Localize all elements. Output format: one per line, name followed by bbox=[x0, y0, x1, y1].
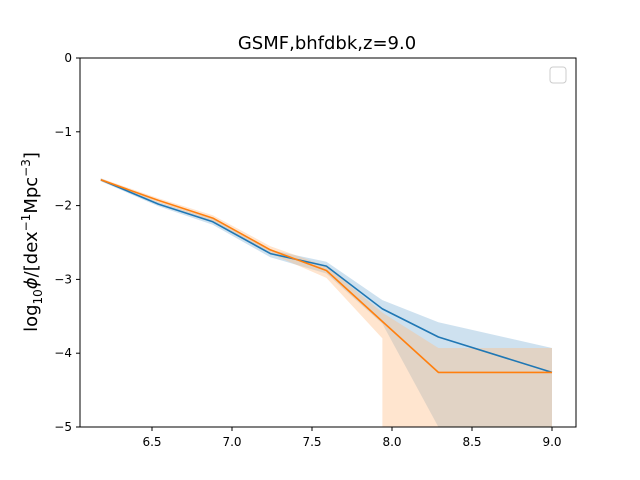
x-tick-label: 7.0 bbox=[222, 435, 241, 449]
uncertainty-bands bbox=[100, 178, 553, 427]
y-tick-label: −1 bbox=[54, 125, 72, 139]
series-2-band bbox=[100, 178, 553, 427]
y-tick-label: −4 bbox=[54, 346, 72, 360]
x-tick-label: 8.0 bbox=[382, 435, 401, 449]
y-tick-label: −5 bbox=[54, 420, 72, 434]
y-tick-label: −2 bbox=[54, 199, 72, 213]
ylabel-suffix: ] bbox=[21, 152, 42, 159]
axes-frame bbox=[79, 57, 577, 428]
y-tick-label: 0 bbox=[64, 51, 72, 65]
ylabel-phi: ϕ bbox=[21, 277, 42, 289]
ylabel-mpc-exp: −3 bbox=[19, 159, 33, 177]
series-lines bbox=[100, 179, 553, 374]
x-tick-label: 7.5 bbox=[302, 435, 321, 449]
y-axis-ticks: 0 −1 −2 −3 −4 −5 bbox=[54, 51, 80, 434]
ylabel-mpc: Mpc bbox=[21, 177, 42, 214]
ylabel-middle: /[dex bbox=[21, 231, 42, 277]
y-tick-label: −3 bbox=[54, 272, 72, 286]
x-axis-ticks: 6.5 7.0 7.5 8.0 8.5 9.0 bbox=[142, 427, 562, 449]
legend-box bbox=[549, 66, 567, 84]
chart-title: GSMF,bhfdbk,z=9.0 bbox=[238, 33, 416, 54]
series-1-band bbox=[100, 178, 553, 427]
ylabel-prefix: log bbox=[21, 304, 42, 331]
y-axis-label: log10ϕ/[dex−1Mpc−3] bbox=[19, 152, 45, 332]
ylabel-dex-exp: −1 bbox=[19, 214, 33, 232]
series-2-line bbox=[100, 179, 552, 374]
x-tick-label: 9.0 bbox=[542, 435, 561, 449]
ylabel-prefix-sub: 10 bbox=[31, 289, 45, 304]
x-tick-label: 6.5 bbox=[142, 435, 161, 449]
x-tick-label: 8.5 bbox=[462, 435, 481, 449]
